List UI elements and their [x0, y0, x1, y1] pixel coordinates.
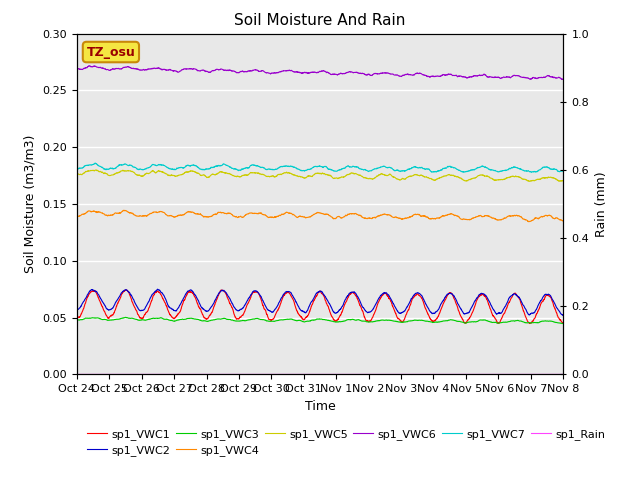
sp1_VWC1	[281, 292, 289, 298]
sp1_VWC5	[129, 168, 136, 174]
sp1_VWC3	[122, 314, 129, 320]
sp1_Rain	[157, 372, 165, 377]
sp1_VWC1	[123, 287, 131, 293]
sp1_VWC1	[550, 304, 558, 310]
sp1_VWC5	[497, 177, 505, 182]
sp1_Rain	[129, 372, 136, 377]
sp1_VWC6	[85, 63, 93, 69]
sp1_VWC7	[157, 162, 165, 168]
sp1_VWC7	[260, 165, 268, 171]
X-axis label: Time: Time	[305, 400, 335, 413]
sp1_VWC7	[73, 166, 81, 172]
Legend: sp1_VWC1, sp1_VWC2, sp1_VWC3, sp1_VWC4, sp1_VWC5, sp1_VWC6, sp1_VWC7, sp1_Rain: sp1_VWC1, sp1_VWC2, sp1_VWC3, sp1_VWC4, …	[83, 424, 610, 460]
sp1_VWC7	[559, 168, 567, 174]
Line: sp1_VWC3: sp1_VWC3	[77, 317, 563, 324]
sp1_VWC2	[129, 294, 136, 300]
sp1_VWC2	[157, 289, 165, 295]
sp1_VWC6	[559, 76, 567, 82]
sp1_VWC4	[559, 218, 567, 224]
sp1_VWC6	[550, 75, 557, 81]
sp1_VWC4	[129, 210, 136, 216]
Line: sp1_VWC4: sp1_VWC4	[77, 210, 563, 222]
sp1_VWC3	[281, 317, 289, 323]
Title: Soil Moisture And Rain: Soil Moisture And Rain	[234, 13, 406, 28]
sp1_VWC5	[281, 170, 289, 176]
sp1_VWC1	[157, 292, 165, 298]
sp1_VWC4	[260, 212, 268, 217]
sp1_VWC3	[157, 315, 165, 321]
sp1_VWC4	[120, 207, 128, 213]
sp1_VWC5	[73, 171, 81, 177]
sp1_VWC6	[281, 68, 289, 73]
sp1_VWC7	[550, 166, 558, 172]
sp1_VWC5	[93, 167, 100, 173]
sp1_VWC7	[281, 164, 289, 169]
sp1_VWC2	[154, 287, 161, 292]
sp1_VWC4	[497, 217, 505, 223]
sp1_VWC1	[525, 321, 533, 326]
sp1_VWC5	[559, 178, 567, 183]
sp1_VWC6	[497, 75, 505, 81]
sp1_VWC2	[73, 306, 81, 312]
sp1_VWC3	[129, 315, 136, 321]
Line: sp1_VWC2: sp1_VWC2	[77, 289, 563, 315]
sp1_VWC3	[497, 320, 505, 325]
sp1_VWC1	[73, 313, 81, 319]
sp1_VWC3	[260, 317, 268, 323]
sp1_VWC5	[260, 172, 268, 178]
sp1_Rain	[259, 372, 267, 377]
Y-axis label: Soil Moisture (m3/m3): Soil Moisture (m3/m3)	[24, 135, 36, 273]
sp1_VWC4	[525, 219, 532, 225]
sp1_VWC3	[73, 317, 81, 323]
Line: sp1_VWC6: sp1_VWC6	[77, 66, 563, 79]
sp1_VWC7	[527, 169, 535, 175]
sp1_Rain	[497, 372, 505, 377]
sp1_VWC3	[550, 319, 557, 325]
sp1_Rain	[550, 372, 557, 377]
sp1_VWC5	[550, 175, 558, 181]
sp1_VWC2	[260, 299, 268, 305]
sp1_VWC1	[260, 304, 268, 310]
sp1_VWC2	[550, 299, 557, 305]
Line: sp1_VWC7: sp1_VWC7	[77, 163, 563, 172]
sp1_VWC7	[497, 168, 505, 174]
sp1_VWC6	[558, 76, 566, 82]
Y-axis label: Rain (mm): Rain (mm)	[595, 171, 608, 237]
sp1_VWC4	[281, 210, 289, 216]
sp1_VWC4	[550, 216, 558, 221]
Text: TZ_osu: TZ_osu	[86, 46, 135, 59]
sp1_VWC1	[497, 315, 505, 321]
sp1_VWC6	[129, 66, 136, 72]
sp1_VWC1	[559, 320, 567, 325]
sp1_VWC4	[157, 209, 165, 215]
sp1_Rain	[73, 372, 81, 377]
sp1_VWC5	[157, 169, 165, 175]
sp1_VWC2	[559, 312, 567, 318]
sp1_VWC6	[157, 66, 165, 72]
sp1_Rain	[280, 372, 288, 377]
sp1_VWC2	[281, 290, 289, 296]
Line: sp1_VWC5: sp1_VWC5	[77, 170, 563, 181]
sp1_VWC7	[129, 164, 136, 169]
sp1_VWC6	[73, 66, 81, 72]
sp1_VWC6	[260, 68, 268, 74]
sp1_VWC4	[73, 213, 81, 219]
Line: sp1_VWC1: sp1_VWC1	[77, 290, 563, 324]
sp1_VWC2	[497, 310, 505, 316]
sp1_VWC3	[559, 321, 567, 326]
sp1_VWC1	[129, 300, 136, 305]
sp1_Rain	[559, 372, 567, 377]
sp1_VWC5	[526, 179, 534, 184]
sp1_VWC7	[92, 160, 99, 166]
